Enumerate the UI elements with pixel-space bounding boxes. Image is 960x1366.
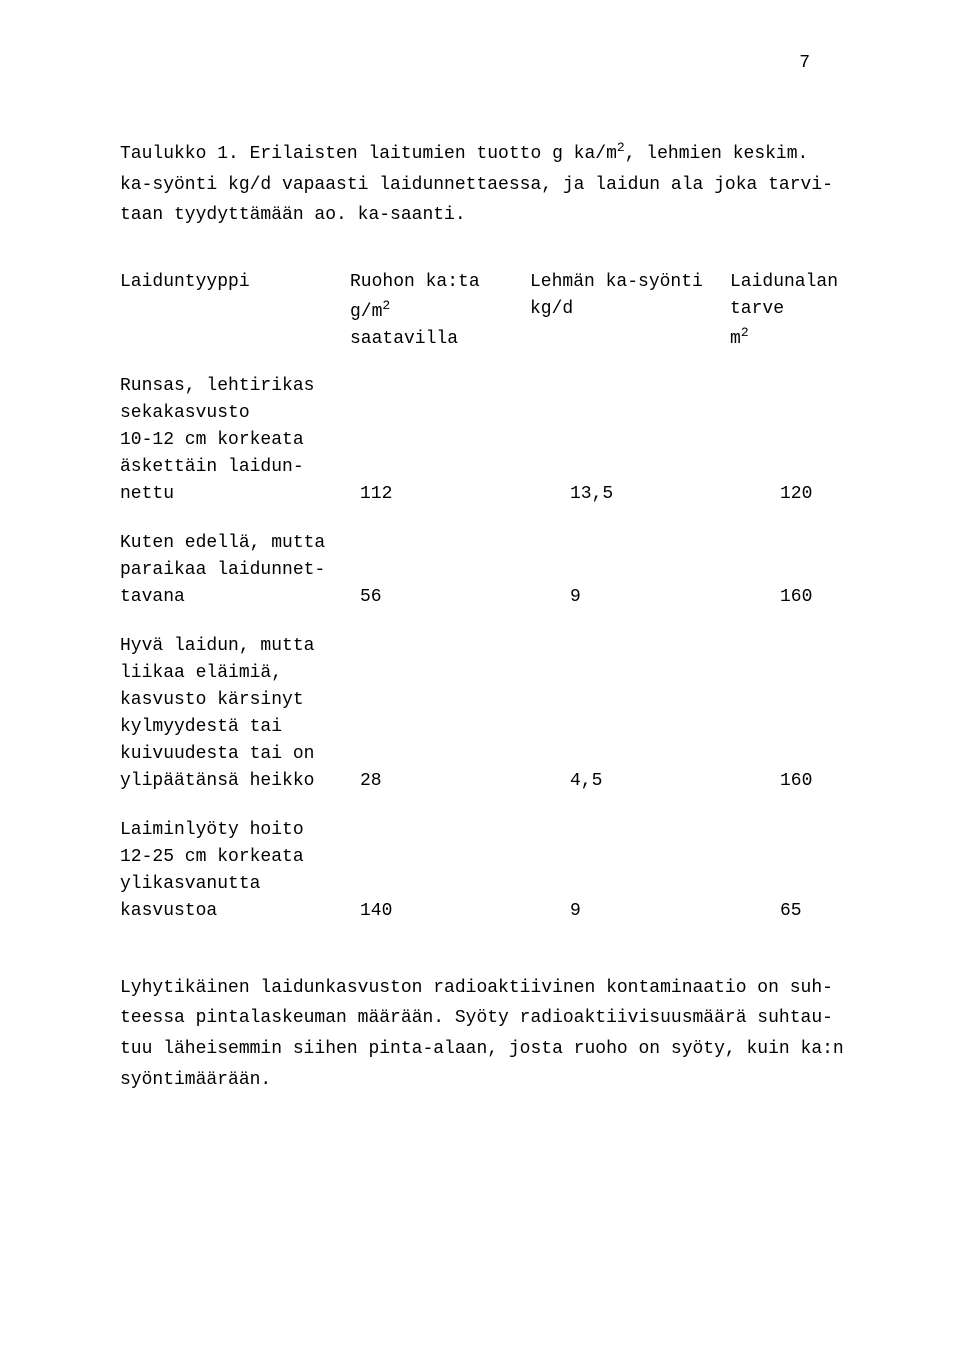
cell-value: 9: [530, 898, 730, 925]
header-cell: Laiduntyyppi: [120, 269, 350, 296]
footer-line: syöntimäärään.: [120, 1065, 870, 1096]
row-label: Runsas, lehtirikas: [120, 373, 870, 400]
header-col1: Ruohon ka:ta g/m2 saatavilla: [350, 269, 530, 353]
cell-value: 13,5: [530, 481, 730, 508]
table-header: Laiduntyyppi Ruohon ka:ta g/m2 saatavill…: [120, 269, 870, 353]
caption-super: 2: [617, 140, 625, 155]
footer-line: teessa pintalaskeuman määrään. Syöty rad…: [120, 1003, 870, 1034]
caption-line1-post: , lehmien keskim.: [625, 144, 809, 164]
cell-value: 56: [350, 584, 530, 611]
caption-line2: ka-syönti kg/d vapaasti laidunnettaessa,…: [120, 170, 870, 201]
header-col0: Laiduntyyppi: [120, 269, 350, 353]
cell-value: 4,5: [530, 768, 730, 795]
table-body: Runsas, lehtirikas sekakasvusto 10-12 cm…: [120, 373, 870, 925]
row-label-last: ylipäätänsä heikko: [120, 768, 350, 795]
header-cell: tarve: [730, 296, 890, 323]
cell-value: 9: [530, 584, 730, 611]
header-cell: m: [730, 329, 741, 349]
table-row: Runsas, lehtirikas sekakasvusto 10-12 cm…: [120, 373, 870, 508]
row-label-last: tavana: [120, 584, 350, 611]
header-cell: Lehmän ka-syönti: [530, 269, 730, 296]
caption-line1-pre: Taulukko 1. Erilaisten laitumien tuotto …: [120, 144, 617, 164]
row-label-last: nettu: [120, 481, 350, 508]
cell-value: 65: [730, 898, 890, 925]
header-sup: 2: [741, 325, 749, 340]
cell-value: 112: [350, 481, 530, 508]
header-sup: 2: [382, 298, 390, 313]
page-number: 7: [120, 50, 870, 77]
row-label: 10-12 cm korkeata: [120, 427, 870, 454]
header-cell: Ruohon ka:ta: [350, 269, 530, 296]
cell-value: 28: [350, 768, 530, 795]
table-row: Kuten edellä, mutta paraikaa laidunnet- …: [120, 530, 870, 611]
row-label-last: kasvustoa: [120, 898, 350, 925]
footer-line: Lyhytikäinen laidunkasvuston radioaktiiv…: [120, 973, 870, 1004]
cell-value: 160: [730, 584, 890, 611]
header-cell: Laidunalan: [730, 269, 890, 296]
row-label: Kuten edellä, mutta: [120, 530, 870, 557]
row-label: sekakasvusto: [120, 400, 870, 427]
header-cell: saatavilla: [350, 326, 530, 353]
row-label: Hyvä laidun, mutta: [120, 633, 870, 660]
row-label: ylikasvanutta: [120, 871, 870, 898]
caption-line3: taan tyydyttämään ao. ka-saanti.: [120, 200, 870, 231]
cell-value: 140: [350, 898, 530, 925]
header-col3: Laidunalan tarve m2: [730, 269, 890, 353]
cell-value: 160: [730, 768, 890, 795]
footer-paragraph: Lyhytikäinen laidunkasvuston radioaktiiv…: [120, 973, 870, 1095]
row-label: kuivuudesta tai on: [120, 741, 870, 768]
row-label: paraikaa laidunnet-: [120, 557, 870, 584]
row-label: äskettäin laidun-: [120, 454, 870, 481]
footer-line: tuu läheisemmin siihen pinta-alaan, jost…: [120, 1034, 870, 1065]
row-label: kasvusto kärsinyt: [120, 687, 870, 714]
row-label: 12-25 cm korkeata: [120, 844, 870, 871]
header-cell: g/m: [350, 302, 382, 322]
row-label: kylmyydestä tai: [120, 714, 870, 741]
cell-value: 120: [730, 481, 890, 508]
table-row: Laiminlyöty hoito 12-25 cm korkeata ylik…: [120, 817, 870, 925]
table-row: Hyvä laidun, mutta liikaa eläimiä, kasvu…: [120, 633, 870, 795]
row-label: Laiminlyöty hoito: [120, 817, 870, 844]
header-col2: Lehmän ka-syönti kg/d: [530, 269, 730, 353]
row-label: liikaa eläimiä,: [120, 660, 870, 687]
table-caption: Taulukko 1. Erilaisten laitumien tuotto …: [120, 137, 870, 231]
header-cell: kg/d: [530, 296, 730, 323]
